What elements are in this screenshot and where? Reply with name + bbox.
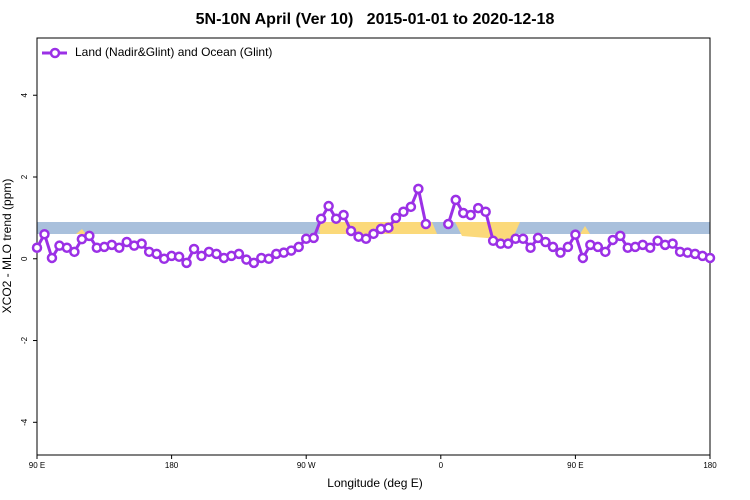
x-tick-label: 90 E xyxy=(29,461,45,470)
data-point xyxy=(323,200,334,212)
data-point xyxy=(644,242,656,253)
land-band xyxy=(580,226,590,234)
y-tick-label: 4 xyxy=(20,92,29,97)
data-point xyxy=(188,243,200,255)
data-point xyxy=(69,246,80,258)
data-point xyxy=(383,222,394,233)
data-point xyxy=(577,252,589,264)
data-point xyxy=(84,230,95,242)
data-point xyxy=(248,257,260,269)
y-tick-label: -4 xyxy=(20,418,29,426)
data-point xyxy=(450,194,462,206)
x-axis-label: Longitude (deg E) xyxy=(327,476,422,490)
data-point xyxy=(405,201,417,213)
data-point xyxy=(293,241,304,253)
x-tick-label: 90 W xyxy=(297,461,316,470)
y-tick-label: -2 xyxy=(20,336,29,344)
data-point xyxy=(615,230,626,242)
data-point xyxy=(607,234,619,246)
data-point xyxy=(39,228,50,240)
data-point xyxy=(338,209,349,221)
legend-label: Land (Nadir&Glint) and Ocean (Glint) xyxy=(75,45,272,59)
y-axis-label: XCO2 - MLO trend (ppm) xyxy=(0,179,14,314)
data-point xyxy=(173,251,185,262)
data-point xyxy=(570,229,581,240)
data-point xyxy=(233,248,245,260)
x-tick-label: 0 xyxy=(439,461,444,470)
data-point xyxy=(480,206,491,217)
data-point xyxy=(61,242,73,253)
data-point xyxy=(547,241,559,253)
data-point xyxy=(263,253,275,265)
data-point xyxy=(31,242,43,253)
land-band xyxy=(76,229,86,234)
data-point xyxy=(46,252,58,264)
x-tick-label: 180 xyxy=(165,461,179,470)
data-point xyxy=(360,233,372,244)
data-point xyxy=(592,241,604,253)
data-point xyxy=(517,233,529,244)
legend-marker xyxy=(49,47,61,59)
data-point xyxy=(345,225,357,237)
data-point xyxy=(465,209,476,221)
data-point xyxy=(600,246,611,258)
chart-title: 5N-10N April (Ver 10) 2015-01-01 to 2020… xyxy=(196,11,555,28)
data-point xyxy=(420,218,432,230)
data-point xyxy=(315,213,327,224)
data-point xyxy=(555,247,566,258)
data-point xyxy=(652,235,663,247)
y-tick-label: 2 xyxy=(20,174,29,179)
data-point xyxy=(443,218,454,230)
land-band xyxy=(455,222,520,240)
data-point xyxy=(413,183,424,195)
data-point xyxy=(181,257,192,269)
y-tick-label: 0 xyxy=(20,256,29,261)
data-point xyxy=(196,250,207,262)
data-point xyxy=(525,242,536,253)
data-point xyxy=(667,238,678,249)
data-point xyxy=(562,241,574,253)
data-point xyxy=(136,238,147,249)
data-point xyxy=(390,212,402,224)
data-point xyxy=(151,248,162,260)
data-point xyxy=(398,206,409,217)
x-tick-label: 180 xyxy=(703,461,717,470)
data-point xyxy=(114,242,125,253)
data-point xyxy=(532,232,544,244)
x-tick-label: 90 E xyxy=(567,461,583,470)
data-point xyxy=(211,248,222,260)
data-point xyxy=(502,238,514,249)
data-point xyxy=(540,236,551,248)
data-point xyxy=(308,232,319,244)
data-point xyxy=(704,252,716,264)
data-point xyxy=(368,228,379,240)
